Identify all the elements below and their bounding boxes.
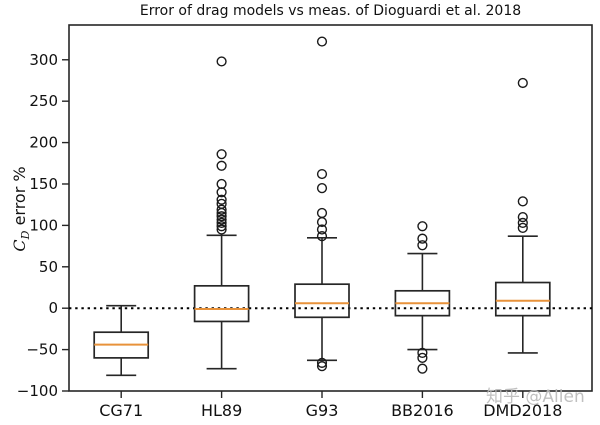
y-tick-label: 200 xyxy=(29,134,58,152)
x-tick-label: G93 xyxy=(306,401,339,420)
flier-point xyxy=(417,233,428,244)
box-DMD2018 xyxy=(494,77,551,354)
box-G93 xyxy=(294,36,350,372)
box-CG71 xyxy=(93,304,150,377)
iqr-box xyxy=(294,283,350,319)
flier-point xyxy=(417,221,428,232)
flier-point xyxy=(316,357,328,368)
flier-point xyxy=(216,221,227,232)
flier-point xyxy=(517,222,528,233)
flier-point xyxy=(316,207,328,219)
y-tick-label: 250 xyxy=(29,92,58,110)
flier-point xyxy=(216,214,227,225)
plot-frame xyxy=(68,24,593,392)
flier-point xyxy=(216,211,227,222)
flier-point xyxy=(417,363,428,374)
x-tick-label: BB2016 xyxy=(391,401,454,420)
flier-point xyxy=(216,224,227,235)
flier-point xyxy=(417,347,428,359)
flier-point xyxy=(517,196,528,207)
watermark: 知乎 @Allen xyxy=(486,387,585,407)
y-tick-label: 0 xyxy=(48,299,58,317)
flier-point xyxy=(216,204,227,215)
box-BB2016 xyxy=(394,221,451,374)
y-tick-label: 100 xyxy=(29,216,58,234)
iqr-box xyxy=(193,284,250,323)
y-tick-label: 150 xyxy=(29,175,58,193)
flier-point xyxy=(216,178,227,190)
flier-point xyxy=(316,231,328,242)
flier-point xyxy=(216,217,227,229)
x-tick-label: DMD2018 xyxy=(483,401,562,420)
flier-point xyxy=(216,198,227,209)
y-tick-label: 50 xyxy=(39,258,58,276)
flier-point xyxy=(417,240,428,251)
iqr-box xyxy=(494,281,551,317)
flier-point xyxy=(316,36,328,47)
chart-title: Error of drag models vs meas. of Dioguar… xyxy=(139,3,522,19)
flier-point xyxy=(316,361,328,372)
flier-point xyxy=(517,217,528,229)
flier-point xyxy=(216,56,227,67)
y-tick-label: −100 xyxy=(17,382,58,400)
box-HL89 xyxy=(193,56,250,370)
flier-point xyxy=(216,160,227,171)
flier-point xyxy=(216,149,227,160)
flier-point xyxy=(216,194,227,205)
flier-point xyxy=(316,224,328,235)
flier-point xyxy=(417,352,428,363)
flier-point xyxy=(517,212,528,223)
flier-point xyxy=(316,168,328,180)
y-tick-label: −50 xyxy=(26,341,58,359)
flier-point xyxy=(517,77,528,89)
x-tick-label: CG71 xyxy=(99,401,143,420)
y-tick-label: 300 xyxy=(29,51,58,69)
x-tick-label: HL89 xyxy=(201,401,242,420)
flier-point xyxy=(316,183,328,194)
